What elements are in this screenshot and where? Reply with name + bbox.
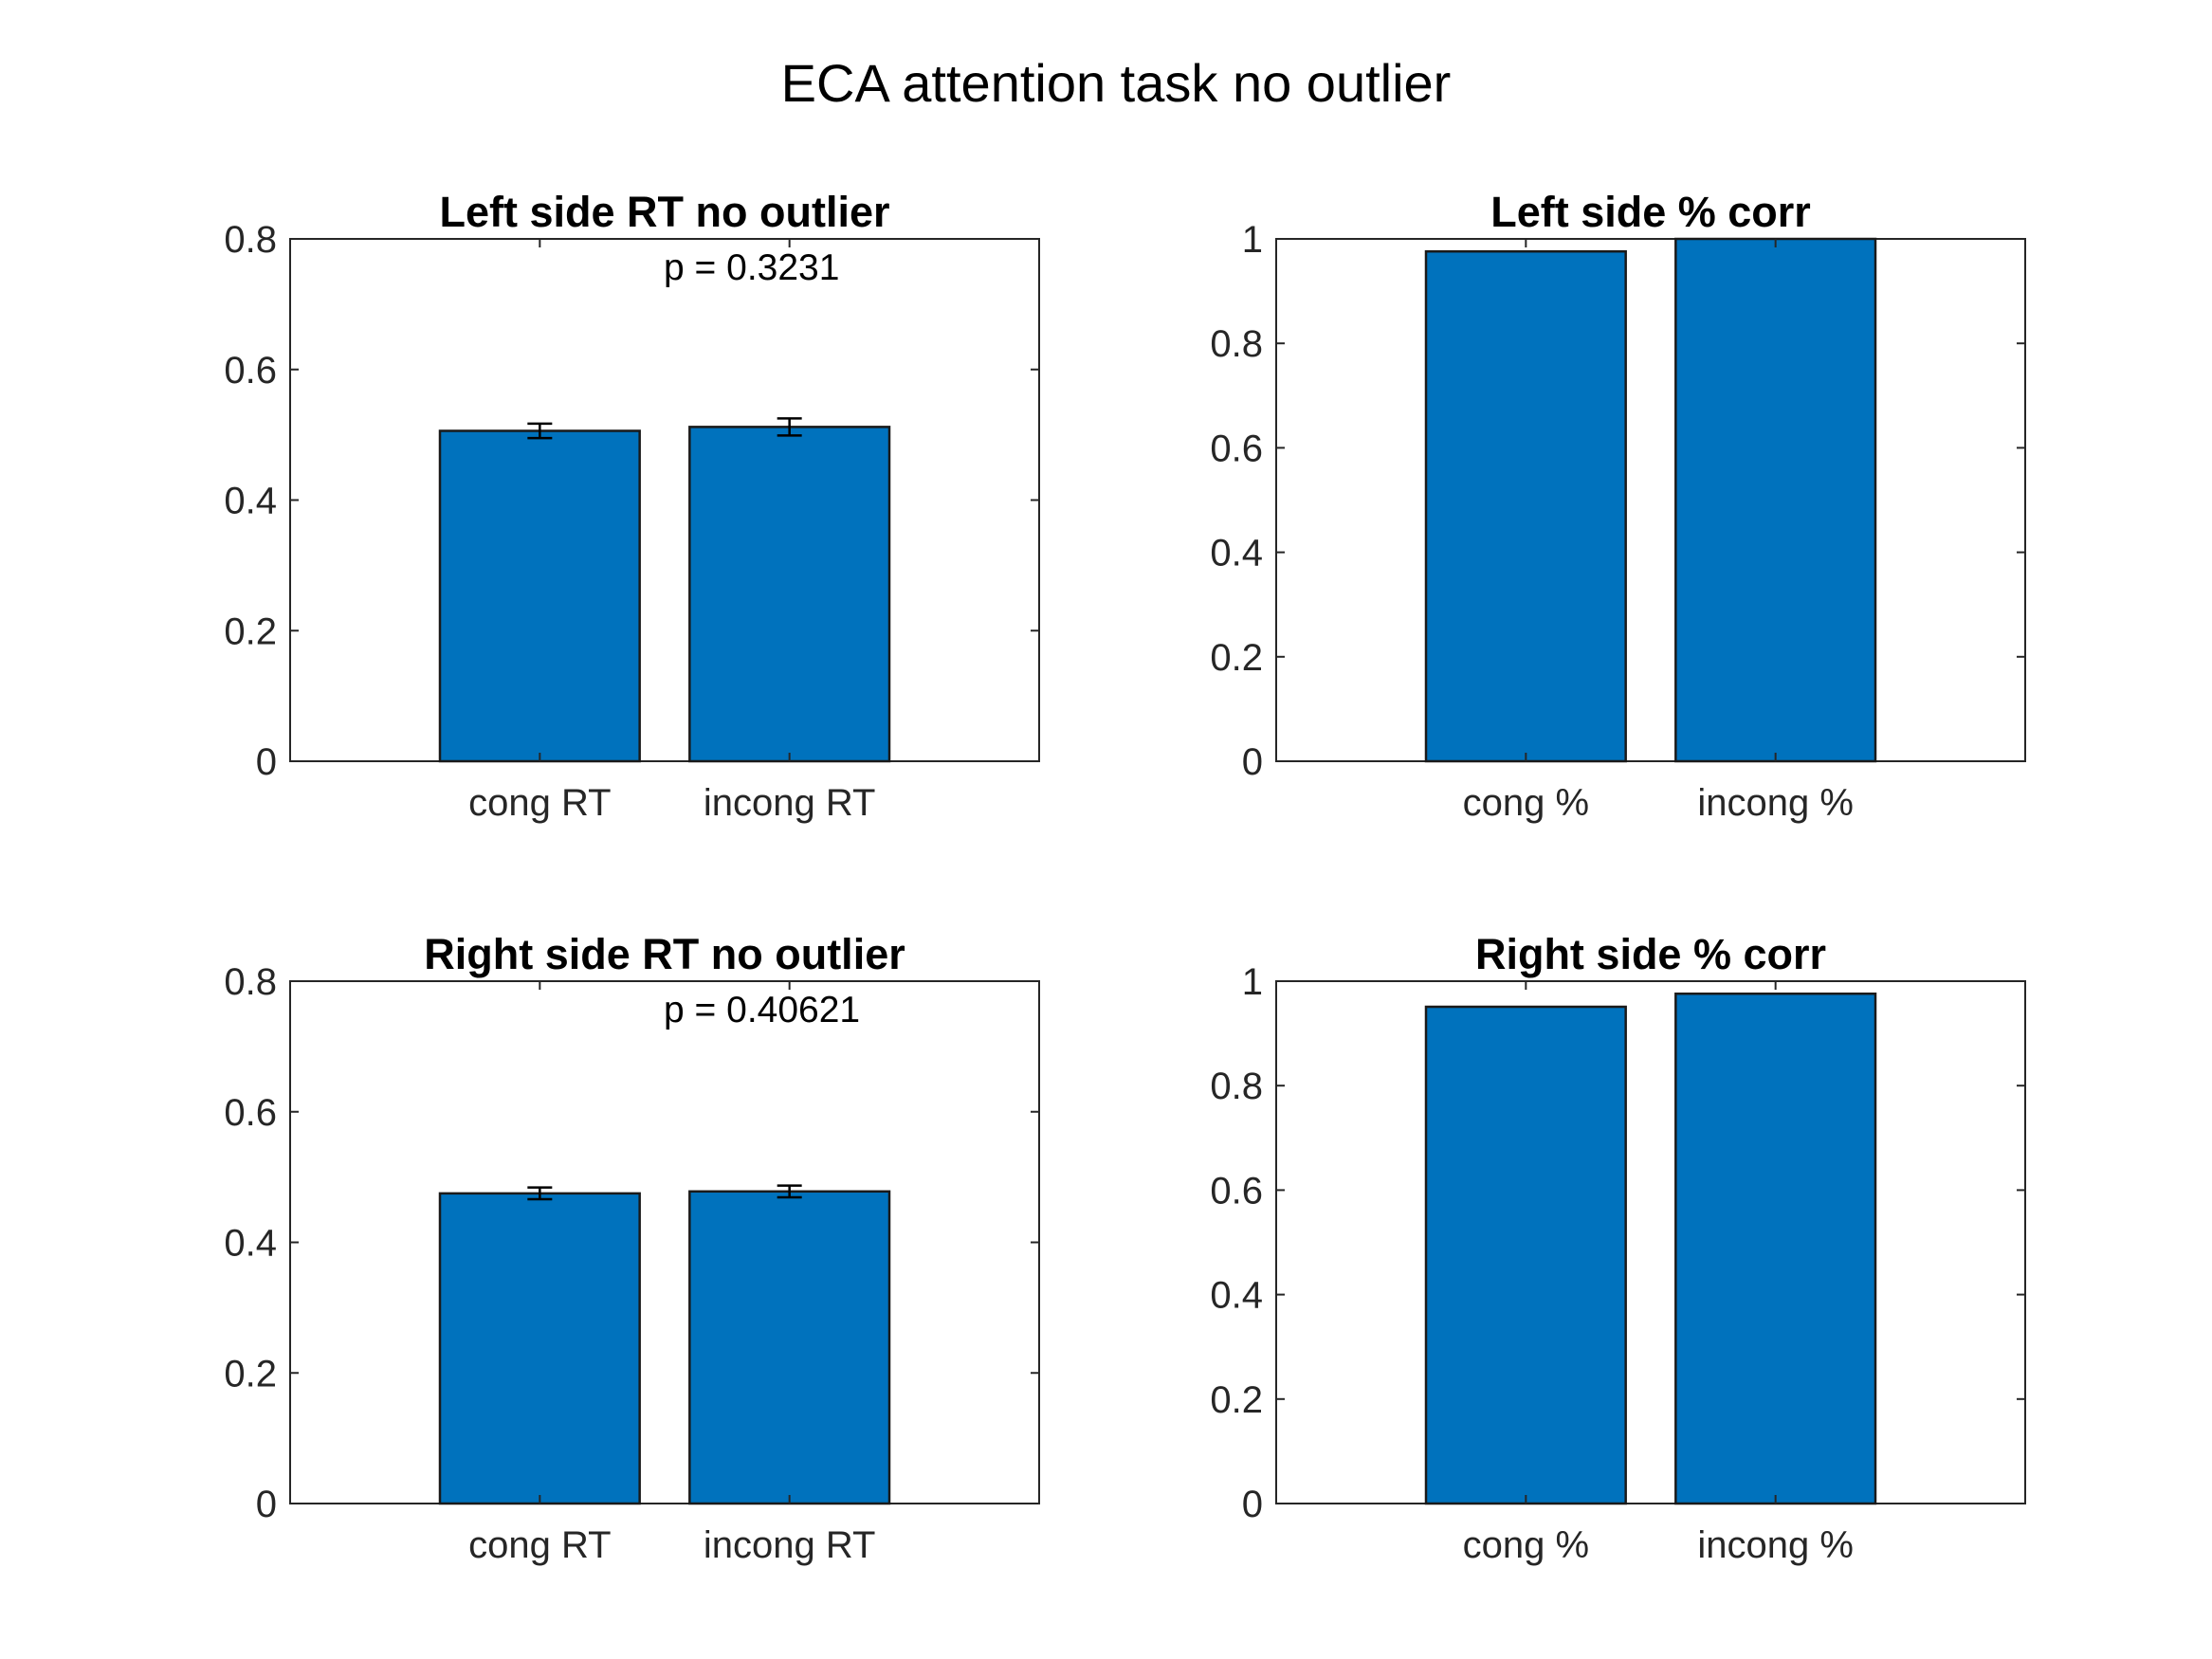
bar bbox=[688, 1190, 891, 1505]
y-tick-label: 0.4 bbox=[224, 481, 277, 522]
bar bbox=[1674, 992, 1877, 1505]
x-tick-label: incong RT bbox=[704, 1524, 876, 1566]
y-tick-label: 0 bbox=[1242, 1484, 1263, 1525]
x-tick-label: cong RT bbox=[468, 1524, 611, 1566]
figure-title: ECA attention task no outlier bbox=[781, 53, 1452, 113]
p-value-annotation: p = 0.40621 bbox=[664, 990, 860, 1030]
y-tick-label: 0 bbox=[1242, 741, 1263, 783]
bar bbox=[438, 429, 641, 763]
subplot-grid: Left side RT no outlier 0 0.2 0.4 0.6 0.8 cong… bbox=[224, 188, 2026, 1566]
axes-box bbox=[289, 238, 1040, 762]
bar bbox=[1674, 237, 1877, 763]
subplot-title: Left side RT no outlier bbox=[439, 188, 889, 236]
subplot-title: Right side RT no outlier bbox=[424, 930, 905, 978]
y-tick-label: 0.2 bbox=[1210, 1379, 1263, 1421]
y-tick-label: 0.4 bbox=[224, 1223, 277, 1265]
x-tick-label: incong RT bbox=[704, 782, 876, 824]
subplot-title: Right side % corr bbox=[1475, 930, 1826, 978]
axes-box bbox=[1275, 238, 2026, 762]
x-tick-label: incong % bbox=[1697, 1524, 1854, 1566]
y-tick-label: 0.2 bbox=[1210, 637, 1263, 679]
y-tick-label: 0.2 bbox=[224, 1353, 277, 1395]
y-tick-label: 0.6 bbox=[224, 1092, 277, 1134]
y-tick-label: 0.8 bbox=[224, 219, 277, 261]
x-tick-label: cong % bbox=[1463, 1524, 1589, 1566]
subplot-2: Left side % corr 0 0.2 0.4 0.6 0.8 1 cong % inco… bbox=[1210, 188, 2026, 824]
y-tick-label: 0 bbox=[256, 741, 277, 783]
bar bbox=[1424, 249, 1627, 763]
y-tick-label: 0.2 bbox=[224, 611, 277, 652]
subplot-4: Right side % corr 0 0.2 0.4 0.6 0.8 1 cong % inc… bbox=[1210, 930, 2026, 1566]
y-tick-label: 0.8 bbox=[1210, 1066, 1263, 1107]
x-tick-label: incong % bbox=[1697, 782, 1854, 824]
x-tick-label: cong % bbox=[1463, 782, 1589, 824]
bar bbox=[1424, 1005, 1627, 1505]
y-tick-label: 0.8 bbox=[1210, 323, 1263, 365]
y-tick-label: 0.6 bbox=[1210, 428, 1263, 469]
x-tick-label: cong RT bbox=[468, 782, 611, 824]
y-tick-label: 0 bbox=[256, 1484, 277, 1525]
bar bbox=[438, 1192, 641, 1505]
subplot-1: Left side RT no outlier 0 0.2 0.4 0.6 0.8 cong… bbox=[224, 188, 1040, 824]
axes-box bbox=[1275, 980, 2026, 1504]
subplot-title: Left side % corr bbox=[1490, 188, 1811, 236]
axes-box bbox=[289, 980, 1040, 1504]
bar bbox=[688, 426, 891, 763]
y-tick-label: 1 bbox=[1242, 961, 1263, 1003]
y-tick-label: 1 bbox=[1242, 219, 1263, 261]
y-tick-label: 0.6 bbox=[224, 350, 277, 392]
y-tick-label: 0.4 bbox=[1210, 1275, 1263, 1317]
y-tick-label: 0.6 bbox=[1210, 1170, 1263, 1212]
y-tick-label: 0.4 bbox=[1210, 533, 1263, 574]
p-value-annotation: p = 0.3231 bbox=[664, 247, 839, 288]
subplot-3: Right side RT no outlier 0 0.2 0.4 0.6 0.8 con… bbox=[224, 930, 1040, 1566]
y-tick-label: 0.8 bbox=[224, 961, 277, 1003]
